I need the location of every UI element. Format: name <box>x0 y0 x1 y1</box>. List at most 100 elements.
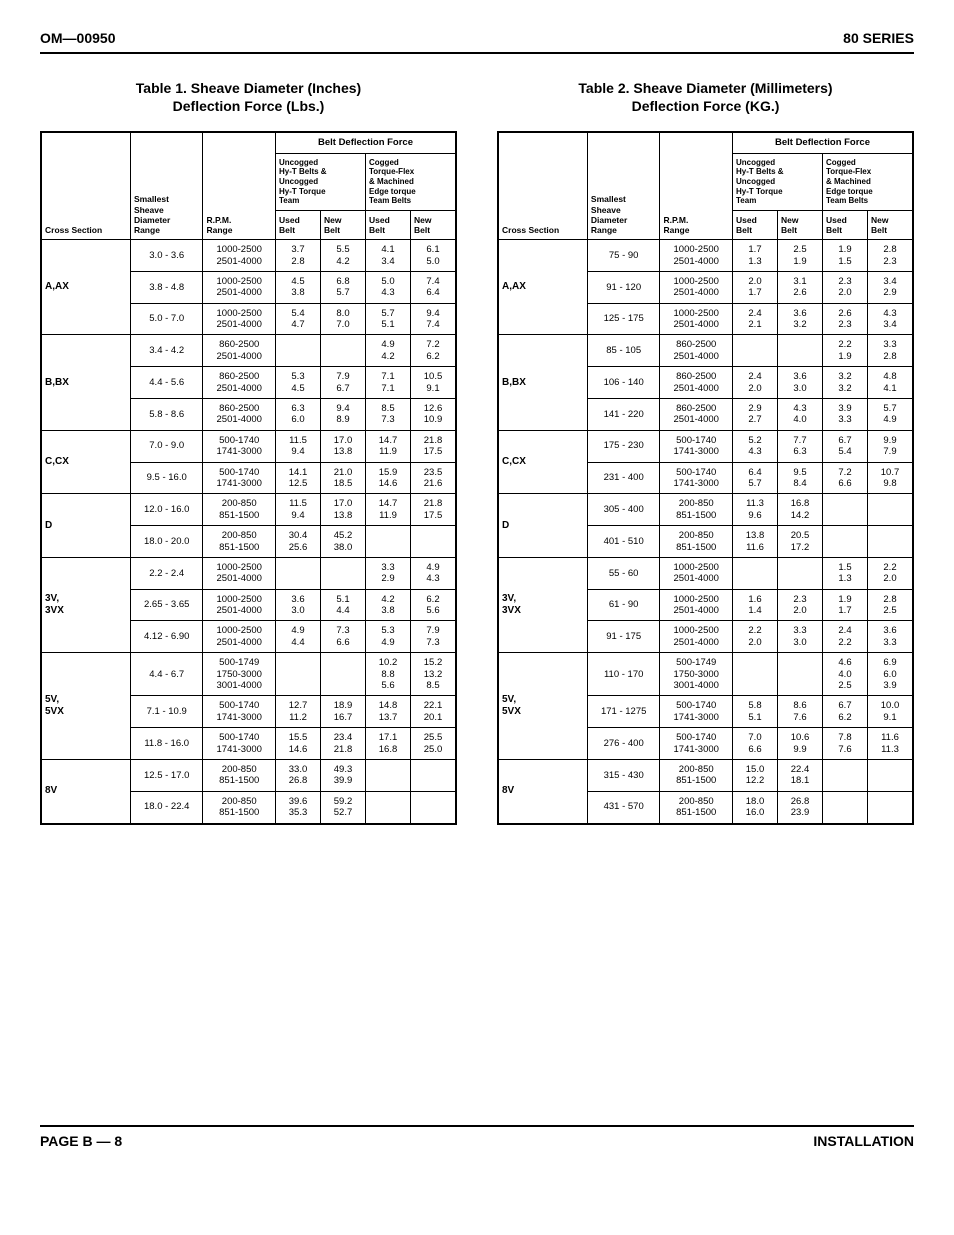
uncogged-new-cell: 3.3 3.0 <box>778 621 823 653</box>
rpm-range-cell: 1000-2500 2501-4000 <box>660 271 733 303</box>
cogged-new-cell: 25.5 25.0 <box>411 728 457 760</box>
rpm-range-cell: 1000-2500 2501-4000 <box>660 303 733 335</box>
cogged-used-cell <box>823 791 868 823</box>
cogged-new-cell: 12.6 10.9 <box>411 399 457 431</box>
table-row: D12.0 - 16.0200-850 851-150011.5 9.417.0… <box>41 494 456 526</box>
cross-section-cell: A,AX <box>41 240 130 335</box>
header-diameter: Smallest Sheave Diameter Range <box>587 132 660 239</box>
rpm-range-cell: 860-2500 2501-4000 <box>660 399 733 431</box>
cogged-used-cell: 2.6 2.3 <box>823 303 868 335</box>
cogged-new-cell <box>411 760 457 792</box>
uncogged-used-cell: 11.5 9.4 <box>276 494 321 526</box>
header-cogged: Cogged Torque-Flex & Machined Edge torqu… <box>823 153 914 210</box>
uncogged-new-cell: 10.6 9.9 <box>778 728 823 760</box>
cross-section-cell: 3V, 3VX <box>41 557 130 652</box>
series: 80 SERIES <box>843 30 914 46</box>
cogged-used-cell: 4.1 3.4 <box>366 240 411 272</box>
rpm-range-cell: 200-850 851-1500 <box>203 526 276 558</box>
cross-section-cell: A,AX <box>498 240 587 335</box>
cogged-new-cell <box>868 494 914 526</box>
cogged-new-cell: 5.7 4.9 <box>868 399 914 431</box>
uncogged-new-cell: 26.8 23.9 <box>778 791 823 823</box>
cogged-used-cell: 3.2 3.2 <box>823 367 868 399</box>
cogged-used-cell: 4.9 4.2 <box>366 335 411 367</box>
diameter-range-cell: 431 - 570 <box>587 791 660 823</box>
table-row: 3V, 3VX55 - 601000-2500 2501-40001.5 1.3… <box>498 557 913 589</box>
cogged-used-cell: 6.7 6.2 <box>823 696 868 728</box>
diameter-range-cell: 91 - 175 <box>587 621 660 653</box>
rpm-range-cell: 1000-2500 2501-4000 <box>660 557 733 589</box>
cross-section-cell: D <box>41 494 130 558</box>
cogged-new-cell: 9.9 7.9 <box>868 430 914 462</box>
uncogged-used-cell: 5.4 4.7 <box>276 303 321 335</box>
uncogged-used-cell: 11.3 9.6 <box>733 494 778 526</box>
doc-id: OM—00950 <box>40 30 115 46</box>
uncogged-used-cell: 11.5 9.4 <box>276 430 321 462</box>
rpm-range-cell: 1000-2500 2501-4000 <box>203 303 276 335</box>
diameter-range-cell: 91 - 120 <box>587 271 660 303</box>
table-title: Table 2. Sheave Diameter (Millimeters) D… <box>497 79 914 115</box>
diameter-range-cell: 3.4 - 4.2 <box>130 335 203 367</box>
cross-section-cell: 5V, 5VX <box>498 653 587 760</box>
uncogged-used-cell: 2.9 2.7 <box>733 399 778 431</box>
cogged-new-cell: 3.4 2.9 <box>868 271 914 303</box>
cogged-used-cell: 6.7 5.4 <box>823 430 868 462</box>
rpm-range-cell: 500-1740 1741-3000 <box>203 462 276 494</box>
cogged-new-cell: 4.9 4.3 <box>411 557 457 589</box>
cogged-used-cell <box>366 526 411 558</box>
diameter-range-cell: 4.4 - 6.7 <box>130 653 203 696</box>
uncogged-new-cell: 7.9 6.7 <box>321 367 366 399</box>
rpm-range-cell: 500-1740 1741-3000 <box>660 462 733 494</box>
rpm-range-cell: 1000-2500 2501-4000 <box>203 557 276 589</box>
uncogged-new-cell: 3.6 3.2 <box>778 303 823 335</box>
cross-section-cell: C,CX <box>41 430 130 494</box>
diameter-range-cell: 18.0 - 20.0 <box>130 526 203 558</box>
header-belt-deflection: Belt Deflection Force <box>733 132 914 153</box>
diameter-range-cell: 175 - 230 <box>587 430 660 462</box>
rpm-range-cell: 200-850 851-1500 <box>660 791 733 823</box>
cogged-new-cell: 7.9 7.3 <box>411 621 457 653</box>
cogged-new-cell: 15.2 13.2 8.5 <box>411 653 457 696</box>
uncogged-used-cell: 15.5 14.6 <box>276 728 321 760</box>
rpm-range-cell: 200-850 851-1500 <box>203 760 276 792</box>
uncogged-used-cell <box>276 653 321 696</box>
uncogged-new-cell: 21.0 18.5 <box>321 462 366 494</box>
cogged-new-cell <box>411 526 457 558</box>
diameter-range-cell: 125 - 175 <box>587 303 660 335</box>
cogged-used-cell <box>823 760 868 792</box>
uncogged-new-cell <box>321 557 366 589</box>
rpm-range-cell: 500-1740 1741-3000 <box>660 696 733 728</box>
uncogged-new-cell: 49.3 39.9 <box>321 760 366 792</box>
uncogged-used-cell: 4.5 3.8 <box>276 271 321 303</box>
cogged-new-cell: 21.8 17.5 <box>411 494 457 526</box>
cogged-new-cell: 21.8 17.5 <box>411 430 457 462</box>
uncogged-used-cell <box>276 335 321 367</box>
rpm-range-cell: 1000-2500 2501-4000 <box>203 621 276 653</box>
rpm-range-cell: 1000-2500 2501-4000 <box>203 240 276 272</box>
diameter-range-cell: 61 - 90 <box>587 589 660 621</box>
uncogged-new-cell: 5.1 4.4 <box>321 589 366 621</box>
uncogged-used-cell: 2.4 2.0 <box>733 367 778 399</box>
uncogged-used-cell: 7.0 6.6 <box>733 728 778 760</box>
uncogged-new-cell: 9.4 8.9 <box>321 399 366 431</box>
cogged-used-cell <box>366 760 411 792</box>
cross-section-cell: B,BX <box>498 335 587 430</box>
uncogged-new-cell: 7.3 6.6 <box>321 621 366 653</box>
uncogged-used-cell: 4.9 4.4 <box>276 621 321 653</box>
cogged-used-cell: 2.2 1.9 <box>823 335 868 367</box>
cogged-used-cell: 14.7 11.9 <box>366 494 411 526</box>
cogged-new-cell: 7.4 6.4 <box>411 271 457 303</box>
diameter-range-cell: 110 - 170 <box>587 653 660 696</box>
data-table: Cross SectionSmallest Sheave Diameter Ra… <box>40 131 457 824</box>
uncogged-used-cell: 2.2 2.0 <box>733 621 778 653</box>
uncogged-new-cell: 22.4 18.1 <box>778 760 823 792</box>
table-row: 8V12.5 - 17.0200-850 851-150033.0 26.849… <box>41 760 456 792</box>
uncogged-used-cell: 6.4 5.7 <box>733 462 778 494</box>
uncogged-new-cell: 5.5 4.2 <box>321 240 366 272</box>
cogged-new-cell: 6.9 6.0 3.9 <box>868 653 914 696</box>
uncogged-new-cell: 17.0 13.8 <box>321 430 366 462</box>
header-uncogged-used: Used Belt <box>276 210 321 239</box>
diameter-range-cell: 5.8 - 8.6 <box>130 399 203 431</box>
diameter-range-cell: 9.5 - 16.0 <box>130 462 203 494</box>
cogged-new-cell <box>411 791 457 823</box>
